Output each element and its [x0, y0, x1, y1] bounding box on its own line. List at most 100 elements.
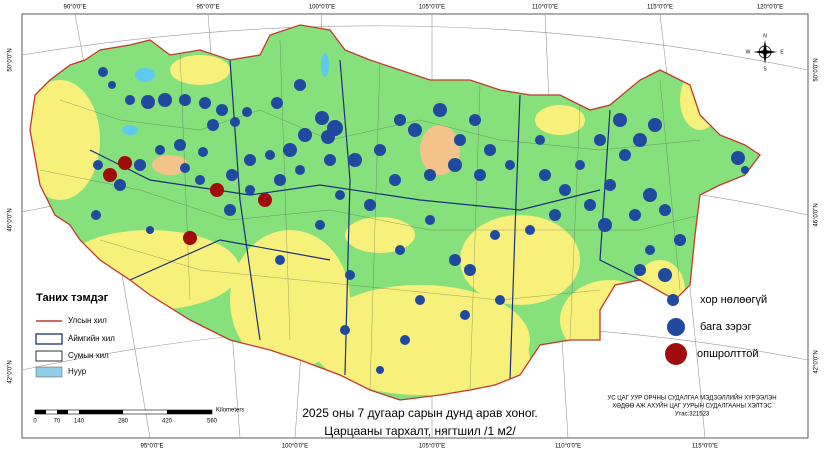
observation-points: [91, 67, 749, 374]
legend-item: Нуур: [68, 367, 87, 376]
point-low: [158, 93, 172, 107]
point-low: [376, 366, 384, 374]
scale-label: 420: [162, 419, 173, 425]
point-low: [348, 153, 362, 167]
lon-label: 90°0'0"E: [63, 5, 86, 11]
point-low: [613, 113, 627, 127]
point-low: [134, 159, 146, 171]
point-low: [180, 163, 190, 173]
point-low: [275, 255, 285, 265]
legend-item: Сумын хил: [68, 351, 109, 360]
point-low: [400, 335, 410, 345]
point-low: [207, 119, 219, 131]
point-low: [315, 220, 325, 230]
point-low: [659, 204, 671, 216]
point-low: [408, 123, 422, 137]
point-low: [283, 143, 297, 157]
credits: УС ЦАГ УУР ОРЧНЫ СУДАЛГАА МЭДЭЭЛЛИЙН ХҮР…: [607, 394, 776, 418]
point-low: [415, 295, 425, 305]
point-low: [298, 128, 312, 142]
map-frame: [21, 13, 809, 439]
compass-s: S: [763, 66, 767, 72]
lon-label: 100°0'0"E: [309, 5, 335, 11]
point-low: [454, 134, 466, 146]
point-low: [179, 94, 191, 106]
point-low: [394, 114, 406, 126]
point-low: [433, 103, 447, 117]
lon-label: 110°0'0"E: [532, 5, 558, 11]
point-low: [321, 130, 335, 144]
point-low: [224, 204, 236, 216]
point-low: [539, 169, 551, 181]
point-low: [174, 139, 186, 151]
compass-w: W: [746, 49, 751, 55]
lon-label: 95°0'0"E: [196, 5, 219, 11]
point-low: [448, 158, 462, 172]
lat-label: 42°0'0"N: [814, 350, 820, 373]
point-low: [460, 310, 470, 320]
lat-label: 46°0'0"N: [814, 203, 820, 226]
point-low: [525, 225, 535, 235]
point-low: [98, 67, 108, 77]
point-low: [731, 151, 745, 165]
graticule-labels: 90°0'0"E 95°0'0"E 100°0'0"E 105°0'0"E 11…: [8, 5, 820, 450]
credit-line: УС ЦАГ УУР ОРЧНЫ СУДАЛГАА МЭДЭЭЛЛИЙН ХҮР…: [607, 394, 776, 402]
point-low: [424, 169, 436, 181]
lat-label: 46°0'0"N: [8, 208, 14, 231]
point-low: [395, 245, 405, 255]
lon-label: 110°0'0"E: [555, 444, 581, 450]
point-low: [658, 268, 672, 282]
point-low: [125, 95, 135, 105]
scale-unit: Kilometers: [216, 408, 244, 414]
point-low: [93, 160, 103, 170]
legend-title: Таних тэмдэг: [36, 292, 109, 304]
point-low: [474, 169, 486, 181]
point-low: [389, 174, 401, 186]
point-low: [484, 144, 496, 156]
lon-label: 115°0'0"E: [692, 444, 718, 450]
point-low: [619, 149, 631, 161]
legend-item: Улсын хил: [68, 316, 107, 325]
point-low: [604, 179, 616, 191]
point-legend-label: бага зэрэг: [700, 321, 752, 333]
point-low: [265, 150, 275, 160]
point-low: [374, 144, 386, 156]
point-outbreak: [210, 183, 224, 197]
point-low: [226, 169, 238, 181]
point-legend-label: хор нөлөөгүй: [700, 294, 767, 306]
point-low: [216, 104, 228, 116]
point-low: [575, 160, 585, 170]
point-low: [594, 134, 606, 146]
point-outbreak: [183, 231, 197, 245]
legend: Таних тэмдэг Улсын хил Аймгийн хил Сумын…: [35, 292, 115, 378]
point-low: [549, 209, 561, 221]
point-low: [340, 325, 350, 335]
point-low: [495, 295, 505, 305]
lat-label: 42°0'0"N: [8, 360, 14, 383]
lon-label: 115°0'0"E: [647, 5, 673, 11]
scale-label: 0: [33, 419, 37, 425]
point-low: [449, 254, 461, 266]
point-outbreak: [118, 156, 132, 170]
point-outbreak: [103, 168, 117, 182]
point-low: [324, 154, 336, 166]
point-low: [674, 234, 686, 246]
point-low: [464, 264, 476, 276]
point-low: [645, 245, 655, 255]
point-low: [535, 135, 545, 145]
lat-label: 50°0'0"N: [814, 58, 820, 81]
scale-label: 70: [54, 419, 61, 425]
point-low: [274, 174, 286, 186]
scale-label: 140: [74, 419, 85, 425]
point-low: [108, 81, 116, 89]
point-low: [584, 199, 596, 211]
point-outbreak: [258, 193, 272, 207]
point-legend: хор нөлөөгүй бага зэрэг опшролттой: [665, 294, 767, 365]
compass-n: N: [763, 33, 767, 39]
legend-item: Аймгийн хил: [68, 334, 115, 343]
map-subtitle: Царцааны тархалт, нягтшил /1 м2/: [324, 424, 516, 438]
point-low: [315, 111, 329, 125]
scale-bar: 0 70 140 280 420 560 Kilometers: [33, 408, 244, 425]
